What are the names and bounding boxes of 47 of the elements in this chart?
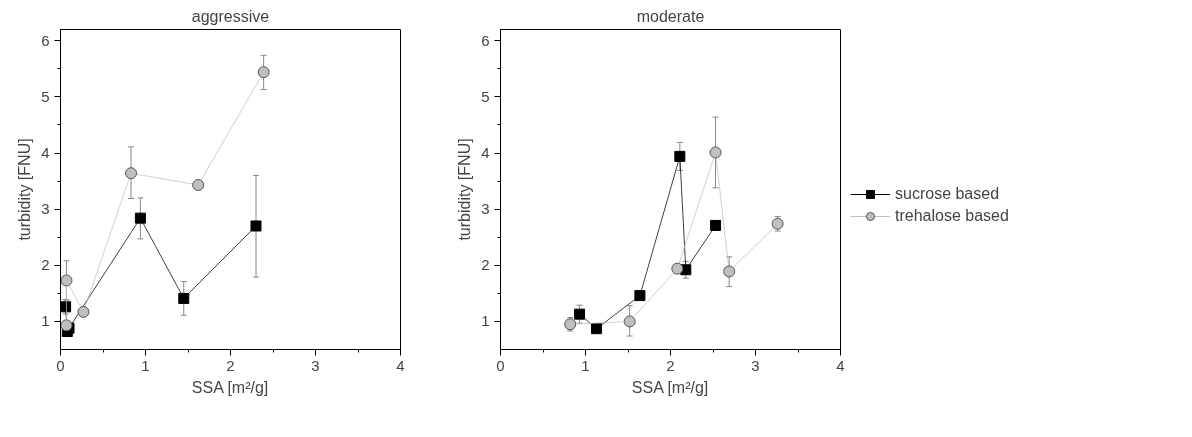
point [634, 290, 646, 302]
point [671, 262, 684, 275]
point [674, 150, 686, 162]
x-tick-label: 0 [56, 356, 65, 374]
point [60, 274, 73, 287]
point [192, 179, 205, 191]
point [134, 212, 146, 224]
y-tick-label: 5 [481, 87, 490, 105]
y-tick-label: 3 [481, 200, 490, 218]
y-tick-label: 2 [481, 256, 490, 274]
x-tick-label: 0 [496, 356, 505, 374]
y-axis-title: turbidity [FNU] [456, 138, 474, 241]
y-tick-label: 2 [41, 256, 50, 274]
x-tick-label: 4 [836, 356, 845, 374]
point [178, 292, 190, 304]
x-tick-label: 2 [666, 356, 675, 374]
y-tick-label: 1 [481, 312, 490, 330]
x-tick-label: 4 [396, 356, 405, 374]
point [574, 308, 586, 320]
x-tick-label: 3 [751, 356, 760, 374]
y-tick-label: 3 [41, 200, 50, 218]
y-tick-label: 4 [481, 144, 490, 162]
legend-label: trehalose based [895, 207, 1009, 225]
y-tick-label: 6 [41, 31, 50, 49]
y-tick-label: 1 [41, 312, 50, 330]
chart-title: moderate [636, 7, 705, 25]
point [591, 323, 603, 335]
x-tick-label: 1 [141, 356, 150, 374]
x-axis-title: SSA [m²/g] [631, 378, 709, 396]
y-tick-label: 5 [41, 87, 50, 105]
point [709, 146, 722, 159]
x-tick-label: 3 [311, 356, 320, 374]
point [710, 219, 722, 231]
point [125, 167, 138, 180]
point [623, 315, 636, 328]
chart-title: aggressive [191, 7, 270, 25]
point [250, 220, 262, 232]
x-tick-label: 2 [226, 356, 235, 374]
y-tick-label: 4 [41, 144, 50, 162]
y-axis-title: turbidity [FNU] [16, 138, 34, 241]
y-tick-label: 6 [481, 31, 490, 49]
point [257, 66, 270, 79]
x-axis-title: SSA [m²/g] [191, 378, 269, 396]
x-tick-label: 1 [581, 356, 590, 374]
point [77, 305, 90, 318]
point [723, 265, 736, 278]
legend-label: sucrose based [895, 185, 1000, 203]
